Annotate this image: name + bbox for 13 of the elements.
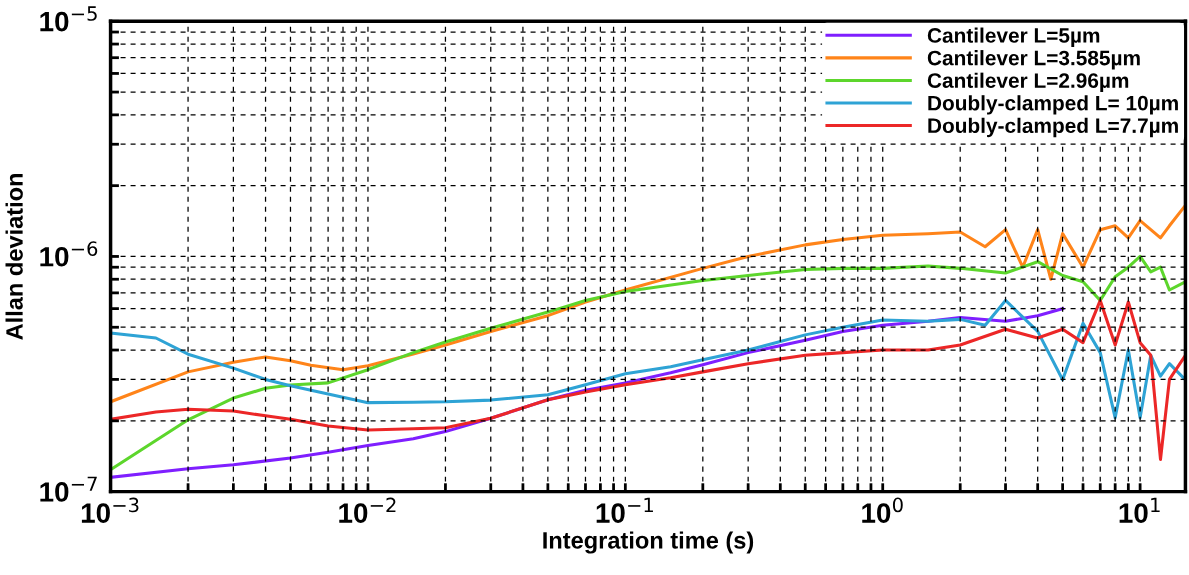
y-axis-title: Allan deviation: [5, 173, 23, 340]
y-tick-label: 10$^{−5}$: [40, 6, 97, 32]
x-tick-label: 10$^{−2}$: [339, 497, 396, 523]
legend-label: Doubly-clamped L=7.7µm: [928, 117, 1178, 138]
legend-label: Cantilever L=2.96µm: [927, 72, 1129, 93]
y-tick-label: 10$^{−6}$: [40, 241, 98, 267]
x-axis-title: Integration time (s): [543, 531, 754, 554]
x-tick-label: 10$^{0}$: [862, 497, 903, 523]
x-tick-label: 10$^{1}$: [1119, 497, 1160, 523]
legend-label: Doubly-clamped L= 10µm: [928, 95, 1178, 115]
legend-label: Cantilever L=5µm: [927, 27, 1100, 47]
legend-label: Cantilever L=3.585µm: [927, 50, 1140, 70]
x-tick-label: 10$^{−1}$: [596, 497, 653, 523]
